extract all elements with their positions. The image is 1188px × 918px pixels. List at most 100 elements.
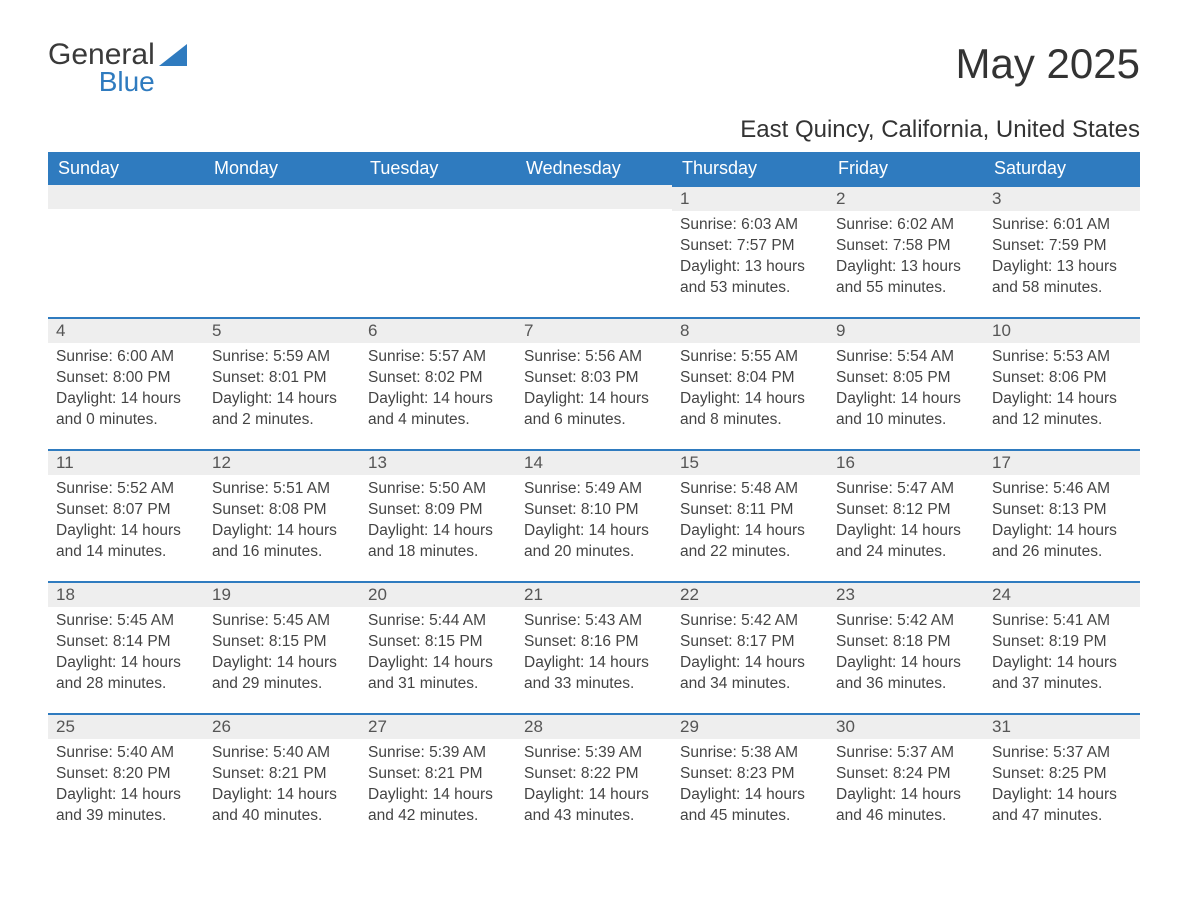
daylight-text: Daylight: 14 hours and 36 minutes.: [836, 653, 976, 695]
daylight-text: Daylight: 14 hours and 2 minutes.: [212, 389, 352, 431]
calendar-cell: 15Sunrise: 5:48 AMSunset: 8:11 PMDayligh…: [672, 449, 828, 581]
calendar-cell: 28Sunrise: 5:39 AMSunset: 8:22 PMDayligh…: [516, 713, 672, 845]
sunset-text: Sunset: 7:59 PM: [992, 236, 1132, 257]
day-data: Sunrise: 5:51 AMSunset: 8:08 PMDaylight:…: [204, 475, 360, 567]
sunrise-text: Sunrise: 6:00 AM: [56, 347, 196, 368]
sunset-text: Sunset: 8:13 PM: [992, 500, 1132, 521]
day-data: Sunrise: 5:37 AMSunset: 8:24 PMDaylight:…: [828, 739, 984, 831]
sunset-text: Sunset: 8:22 PM: [524, 764, 664, 785]
sunset-text: Sunset: 8:19 PM: [992, 632, 1132, 653]
sunset-text: Sunset: 8:10 PM: [524, 500, 664, 521]
sunrise-text: Sunrise: 6:03 AM: [680, 215, 820, 236]
day-data: Sunrise: 5:40 AMSunset: 8:20 PMDaylight:…: [48, 739, 204, 831]
calendar-cell: 14 Sunrise: 5:49 AMSunset: 8:10 PMDayligh…: [516, 449, 672, 581]
sunset-text: Sunset: 8:09 PM: [368, 500, 508, 521]
day-number: 14: [516, 449, 672, 475]
day-number: 1: [672, 185, 828, 211]
daylight-text: Daylight: 14 hours and 46 minutes.: [836, 785, 976, 827]
day-number: 18: [48, 581, 204, 607]
day-data: Sunrise: 6:00 AMSunset: 8:00 PMDaylight:…: [48, 343, 204, 435]
weekday-header: Friday: [828, 152, 984, 185]
day-number: 30: [828, 713, 984, 739]
day-data: Sunrise: 5:54 AMSunset: 8:05 PMDaylight:…: [828, 343, 984, 435]
sunset-text: Sunset: 8:12 PM: [836, 500, 976, 521]
calendar-cell: 17Sunrise: 5:46 AMSunset: 8:13 PMDayligh…: [984, 449, 1140, 581]
sunset-text: Sunset: 8:11 PM: [680, 500, 820, 521]
day-data: Sunrise: 5:53 AMSunset: 8:06 PMDaylight:…: [984, 343, 1140, 435]
daylight-text: Daylight: 13 hours and 58 minutes.: [992, 257, 1132, 299]
sunrise-text: Sunrise: 5:47 AM: [836, 479, 976, 500]
day-number: 10: [984, 317, 1140, 343]
calendar-cell: 10Sunrise: 5:53 AMSunset: 8:06 PMDayligh…: [984, 317, 1140, 449]
sunset-text: Sunset: 8:00 PM: [56, 368, 196, 389]
sunrise-text: Sunrise: 5:42 AM: [836, 611, 976, 632]
sunset-text: Sunset: 8:15 PM: [368, 632, 508, 653]
daylight-text: Daylight: 14 hours and 20 minutes.: [524, 521, 664, 563]
sunset-text: Sunset: 8:04 PM: [680, 368, 820, 389]
sunrise-text: Sunrise: 5:44 AM: [368, 611, 508, 632]
sunset-text: Sunset: 8:23 PM: [680, 764, 820, 785]
day-data: Sunrise: 6:01 AMSunset: 7:59 PMDaylight:…: [984, 211, 1140, 303]
brand-logo: General Blue: [48, 40, 187, 98]
sunrise-text: Sunrise: 5:59 AM: [212, 347, 352, 368]
sunrise-text: Sunrise: 5:51 AM: [212, 479, 352, 500]
daylight-text: Daylight: 14 hours and 24 minutes.: [836, 521, 976, 563]
day-number: 6: [360, 317, 516, 343]
sunrise-text: Sunrise: 5:49 AM: [524, 479, 664, 500]
sunset-text: Sunset: 8:07 PM: [56, 500, 196, 521]
calendar-cell: 13Sunrise: 5:50 AMSunset: 8:09 PMDayligh…: [360, 449, 516, 581]
daylight-text: Daylight: 14 hours and 22 minutes.: [680, 521, 820, 563]
day-number: 15: [672, 449, 828, 475]
daylight-text: Daylight: 14 hours and 16 minutes.: [212, 521, 352, 563]
day-data: Sunrise: 5:43 AMSunset: 8:16 PMDaylight:…: [516, 607, 672, 699]
calendar-cell: 7Sunrise: 5:56 AMSunset: 8:03 PMDaylight…: [516, 317, 672, 449]
day-number: 5: [204, 317, 360, 343]
daylight-text: Daylight: 14 hours and 45 minutes.: [680, 785, 820, 827]
sunrise-text: Sunrise: 5:41 AM: [992, 611, 1132, 632]
daylight-text: Daylight: 14 hours and 6 minutes.: [524, 389, 664, 431]
day-number: 21: [516, 581, 672, 607]
calendar-cell: 2Sunrise: 6:02 AMSunset: 7:58 PMDaylight…: [828, 185, 984, 317]
weekday-header: Thursday: [672, 152, 828, 185]
sunset-text: Sunset: 8:14 PM: [56, 632, 196, 653]
sunrise-text: Sunrise: 5:43 AM: [524, 611, 664, 632]
sunset-text: Sunset: 8:24 PM: [836, 764, 976, 785]
day-number: 16: [828, 449, 984, 475]
calendar-cell: 26Sunrise: 5:40 AMSunset: 8:21 PMDayligh…: [204, 713, 360, 845]
day-number: 25: [48, 713, 204, 739]
daylight-text: Daylight: 14 hours and 4 minutes.: [368, 389, 508, 431]
sunrise-text: Sunrise: 5:45 AM: [212, 611, 352, 632]
day-data: Sunrise: 5:39 AMSunset: 8:22 PMDaylight:…: [516, 739, 672, 831]
weekday-header: Sunday: [48, 152, 204, 185]
day-data: Sunrise: 5:39 AMSunset: 8:21 PMDaylight:…: [360, 739, 516, 831]
sunset-text: Sunset: 8:20 PM: [56, 764, 196, 785]
sunrise-text: Sunrise: 5:39 AM: [524, 743, 664, 764]
calendar-cell: 16 Sunrise: 5:47 AMSunset: 8:12 PMDayligh…: [828, 449, 984, 581]
sunrise-text: Sunrise: 5:45 AM: [56, 611, 196, 632]
daylight-text: Daylight: 14 hours and 43 minutes.: [524, 785, 664, 827]
daylight-text: Daylight: 14 hours and 40 minutes.: [212, 785, 352, 827]
day-data: Sunrise: 5:50 AMSunset: 8:09 PMDaylight:…: [360, 475, 516, 567]
day-data: Sunrise: 5:42 AMSunset: 8:17 PMDaylight:…: [672, 607, 828, 699]
sunrise-text: Sunrise: 5:57 AM: [368, 347, 508, 368]
day-number: [48, 185, 204, 209]
calendar-row: 25Sunrise: 5:40 AMSunset: 8:20 PMDayligh…: [48, 713, 1140, 845]
day-number: 13: [360, 449, 516, 475]
page-title: May 2025: [956, 40, 1140, 88]
day-data: Sunrise: 5:59 AMSunset: 8:01 PMDaylight:…: [204, 343, 360, 435]
day-number: 29: [672, 713, 828, 739]
calendar-cell: 23Sunrise: 5:42 AMSunset: 8:18 PMDayligh…: [828, 581, 984, 713]
day-number: 20: [360, 581, 516, 607]
day-data: Sunrise: 5:56 AMSunset: 8:03 PMDaylight:…: [516, 343, 672, 435]
daylight-text: Daylight: 13 hours and 53 minutes.: [680, 257, 820, 299]
weekday-header: Tuesday: [360, 152, 516, 185]
sunset-text: Sunset: 8:02 PM: [368, 368, 508, 389]
calendar-cell: 22Sunrise: 5:42 AMSunset: 8:17 PMDayligh…: [672, 581, 828, 713]
daylight-text: Daylight: 14 hours and 37 minutes.: [992, 653, 1132, 695]
sunrise-text: Sunrise: 6:01 AM: [992, 215, 1132, 236]
calendar-cell: [204, 185, 360, 317]
calendar-cell: [516, 185, 672, 317]
location-text: East Quincy, California, United States: [48, 116, 1140, 144]
calendar-cell: 11Sunrise: 5:52 AMSunset: 8:07 PMDayligh…: [48, 449, 204, 581]
daylight-text: Daylight: 14 hours and 34 minutes.: [680, 653, 820, 695]
